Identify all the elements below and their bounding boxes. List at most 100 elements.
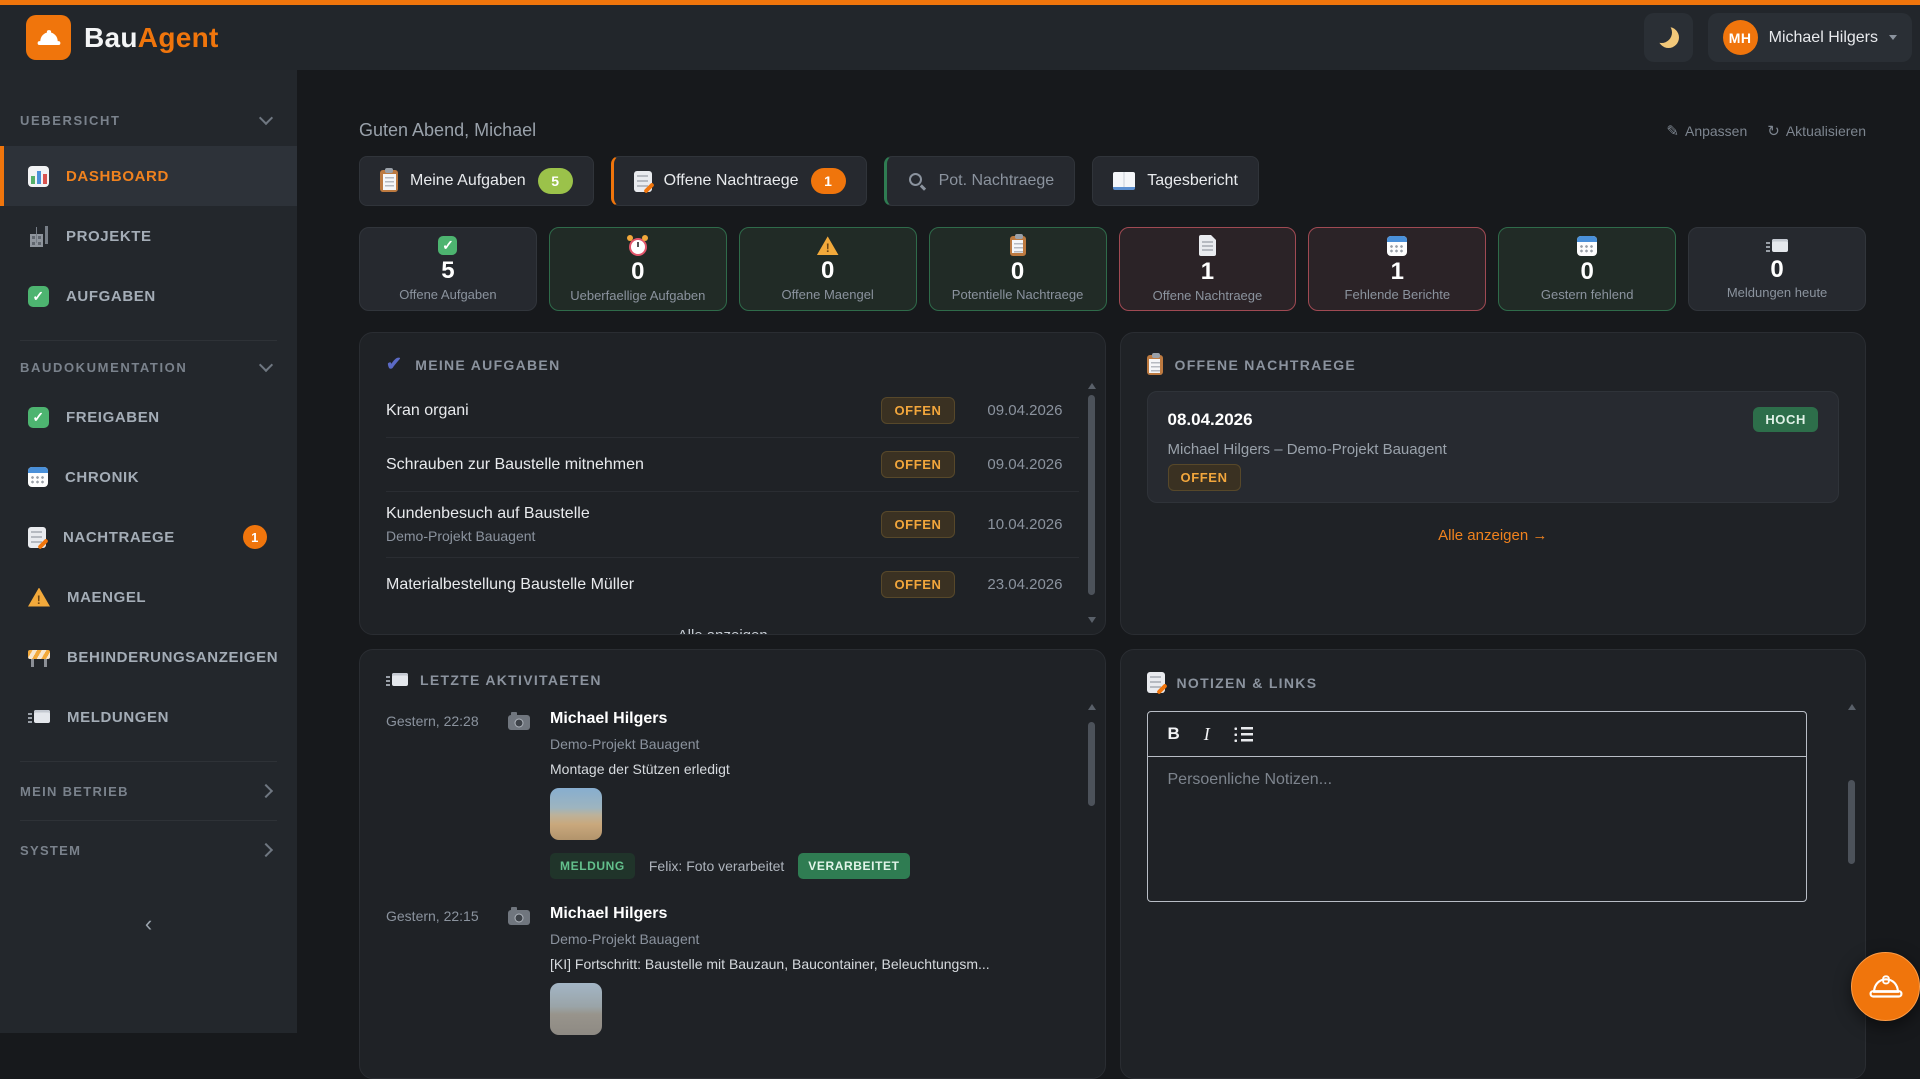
sidebar-item-label: PROJEKTE [66, 227, 152, 245]
sidebar-item-dashboard[interactable]: DASHBOARD [0, 146, 297, 206]
panel-title: OFFENE NACHTRAEGE [1174, 357, 1357, 373]
refresh-link[interactable]: ↻ Aktualisieren [1767, 122, 1866, 140]
scrollbar-thumb[interactable] [1848, 780, 1855, 864]
show-all-link[interactable]: Alle anzeigen → [386, 627, 1079, 634]
panel-letzte-aktivitaeten: LETZTE AKTIVITAETEN Gestern, 22:28 Micha… [359, 649, 1106, 1079]
my-tasks-button[interactable]: Meine Aufgaben 5 [359, 156, 594, 206]
sidebar-collapse-button[interactable]: ‹ [144, 911, 153, 936]
customize-link[interactable]: ✎ Anpassen [1666, 122, 1747, 140]
user-name: Michael Hilgers [1768, 28, 1878, 46]
sidebar-section-uebersicht[interactable]: UEBERSICHT [0, 108, 297, 132]
app-logo[interactable]: BauAgent [26, 15, 219, 60]
sidebar-item-chronik[interactable]: CHRONIK [0, 447, 297, 507]
activity-user: Michael Hilgers [550, 905, 668, 922]
panel-title: LETZTE AKTIVITAETEN [420, 672, 602, 688]
top-bar: BauAgent MH Michael Hilgers [0, 0, 1920, 70]
warning-icon [28, 587, 50, 607]
tagesbericht-button[interactable]: Tagesbericht [1092, 156, 1259, 206]
button-label: Pot. Nachtraege [938, 172, 1055, 189]
sidebar-section-baudokumentation[interactable]: BAUDOKUMENTATION [0, 355, 297, 379]
moon-icon [1658, 27, 1679, 48]
activity-item[interactable]: Gestern, 22:15 Michael Hilgers Demo-Proj… [386, 905, 1079, 1035]
stat-card-potentielle-nachtraege[interactable]: 0 Potentielle Nachtraege [928, 227, 1107, 311]
sidebar-item-maengel[interactable]: MAENGEL [0, 567, 297, 627]
status-badge: OFFEN [881, 511, 955, 538]
sidebar-item-nachtraege[interactable]: NACHTRAEGE 1 [0, 507, 297, 567]
calendar-icon [1577, 235, 1598, 256]
stat-card-offene-maengel[interactable]: 0 Offene Maengel [738, 227, 917, 311]
mail-icon [28, 709, 50, 725]
scrollbar[interactable] [1847, 704, 1857, 1034]
search-icon [907, 171, 927, 191]
scrollbar-thumb[interactable] [1087, 722, 1095, 806]
stat-card-gestern-fehlend[interactable]: 0 Gestern fehlend [1498, 227, 1677, 311]
divider [20, 340, 277, 341]
stat-card-offene-nachtraege[interactable]: 1 Offene Nachtraege [1118, 227, 1297, 311]
status-badge: OFFEN [881, 571, 955, 598]
sidebar-item-freigaben[interactable]: FREIGABEN [0, 387, 297, 447]
open-nachtraege-button[interactable]: Offene Nachtraege 1 [610, 156, 867, 206]
show-all-link[interactable]: Alle anzeigen → [1438, 527, 1548, 544]
task-date: 09.04.2026 [987, 456, 1063, 473]
sidebar-item-projekte[interactable]: PROJEKTE [0, 206, 297, 266]
scroll-up-arrow[interactable] [1087, 704, 1096, 710]
task-row[interactable]: Materialbestellung Baustelle Müller OFFE… [386, 558, 1079, 611]
notes-input[interactable]: Persoenliche Notizen... [1167, 771, 1333, 788]
divider [20, 820, 277, 821]
task-subtitle: Demo-Projekt Bauagent [386, 528, 536, 544]
document-icon [1198, 234, 1217, 257]
scrollbar[interactable] [1087, 704, 1097, 1034]
italic-button[interactable]: I [1203, 723, 1210, 744]
sidebar-item-behinderungsanzeigen[interactable]: BEHINDERUNGSANZEIGEN [0, 627, 297, 687]
chat-assistant-button[interactable] [1851, 952, 1920, 1021]
sidebar-item-label: MAENGEL [67, 588, 147, 606]
clipboard-icon [380, 168, 398, 192]
stat-label: Fehlende Berichte [1344, 287, 1451, 303]
nachtrag-card[interactable]: 08.04.2026 HOCH Michael Hilgers – Demo-P… [1146, 391, 1839, 503]
count-badge: 1 [243, 525, 267, 549]
scrollbar-thumb[interactable] [1087, 395, 1095, 595]
scroll-up-arrow[interactable] [1087, 383, 1096, 389]
camera-icon [508, 712, 530, 730]
panel-meine-aufgaben: ✔ MEINE AUFGABEN Kran organi OFFEN 09.04… [359, 332, 1106, 635]
stat-card-fehlende-berichte[interactable]: 1 Fehlende Berichte [1308, 227, 1487, 311]
book-icon [1113, 172, 1136, 190]
stat-value: 0 [1580, 257, 1594, 285]
sidebar-item-meldungen[interactable]: MELDUNGEN [0, 687, 297, 747]
sidebar: UEBERSICHT DASHBOARD PROJEKTE AUFGABEN B… [0, 70, 297, 1033]
stat-card-offene-aufgaben[interactable]: 5 Offene Aufgaben [359, 227, 537, 311]
sidebar-section-system[interactable]: SYSTEM [0, 835, 297, 865]
button-label: Offene Nachtraege [663, 172, 799, 189]
sidebar-item-label: MELDUNGEN [67, 708, 170, 726]
stat-value: 1 [1390, 257, 1404, 285]
activity-item[interactable]: Gestern, 22:28 Michael Hilgers Demo-Proj… [386, 710, 1079, 879]
task-row[interactable]: Schrauben zur Baustelle mitnehmen OFFEN … [386, 438, 1079, 492]
bullet-list-button[interactable] [1233, 726, 1254, 742]
button-label: Tagesbericht [1147, 172, 1238, 189]
stat-card-meldungen-heute[interactable]: 0 Meldungen heute [1688, 227, 1866, 311]
barrier-icon [28, 647, 50, 667]
alarm-clock-icon [626, 235, 647, 257]
theme-toggle-button[interactable] [1643, 13, 1693, 62]
sidebar-section-mein-betrieb[interactable]: MEIN BETRIEB [0, 776, 297, 806]
bold-button[interactable]: B [1167, 724, 1180, 743]
scrollbar[interactable] [1087, 383, 1097, 623]
chevron-down-icon [1889, 35, 1897, 40]
task-title: Kran organi [386, 401, 469, 419]
stat-card-ueberfaellige-aufgaben[interactable]: 0 Ueberfaellige Aufgaben [548, 227, 727, 311]
helmet-icon [1868, 974, 1903, 998]
activity-photo-thumbnail[interactable] [550, 983, 602, 1035]
task-row[interactable]: Kran organi OFFEN 09.04.2026 [386, 384, 1079, 438]
pot-nachtraege-button[interactable]: Pot. Nachtraege [883, 156, 1076, 206]
user-menu[interactable]: MH Michael Hilgers [1707, 13, 1912, 62]
task-row[interactable]: Kundenbesuch auf Baustelle Demo-Projekt … [386, 492, 1079, 558]
calendar-icon [1387, 235, 1408, 256]
scroll-up-arrow[interactable] [1848, 704, 1856, 710]
sidebar-item-aufgaben[interactable]: AUFGABEN [0, 266, 297, 326]
stat-label: Meldungen heute [1726, 285, 1828, 301]
scroll-down-arrow[interactable] [1087, 617, 1096, 623]
activity-photo-thumbnail[interactable] [550, 788, 602, 840]
activity-user: Michael Hilgers [550, 710, 668, 727]
chevron-right-icon [258, 783, 274, 799]
list-icon [1233, 726, 1254, 742]
